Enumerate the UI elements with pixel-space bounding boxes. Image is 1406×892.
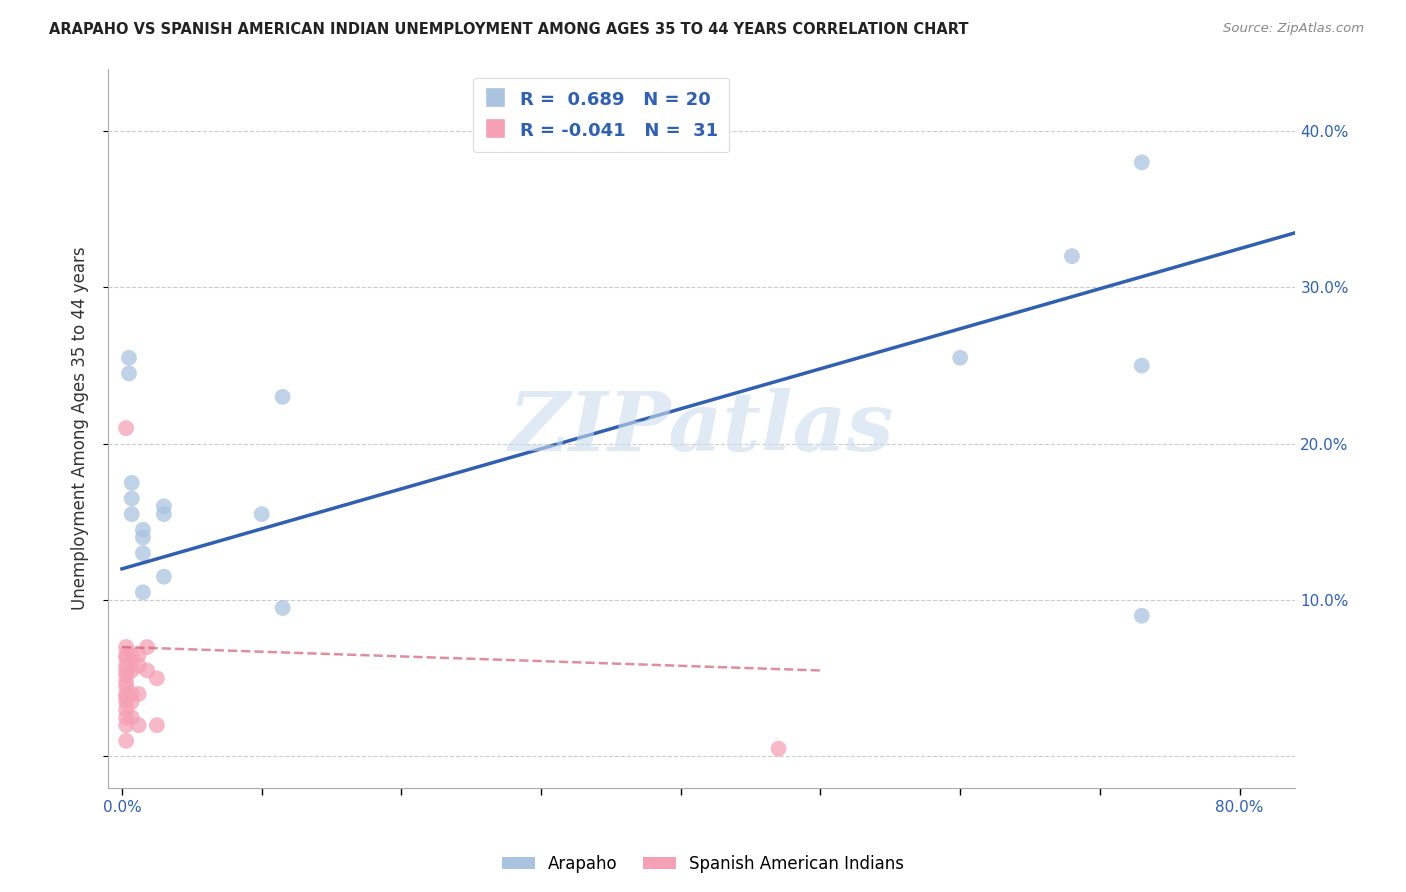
Point (121, 710, 143, 724)
Point (1130, 359, 1153, 373)
Point (115, 421, 138, 435)
Point (136, 640, 159, 654)
Point (115, 702, 138, 716)
Point (128, 718, 150, 732)
Point (1130, 608, 1153, 623)
Point (115, 658, 138, 673)
Point (1060, 249, 1083, 263)
Point (271, 601, 294, 615)
Point (115, 668, 138, 682)
Point (1130, 155, 1153, 169)
Point (128, 687, 150, 701)
Point (132, 531, 155, 545)
Point (153, 507, 176, 521)
Point (115, 710, 138, 724)
Point (115, 687, 138, 701)
Text: Source: ZipAtlas.com: Source: ZipAtlas.com (1223, 22, 1364, 36)
Point (115, 648, 138, 662)
Point (121, 507, 143, 521)
Point (949, 351, 972, 365)
Point (132, 585, 155, 599)
Point (128, 658, 150, 673)
Point (271, 390, 294, 404)
Legend: R =  0.689   N = 20, R = -0.041   N =  31: R = 0.689 N = 20, R = -0.041 N = 31 (474, 78, 730, 153)
Point (121, 695, 143, 709)
Point (115, 690, 138, 704)
Point (146, 671, 169, 685)
Point (121, 664, 143, 678)
Point (115, 695, 138, 709)
Text: ARAPAHO VS SPANISH AMERICAN INDIAN UNEMPLOYMENT AMONG AGES 35 TO 44 YEARS CORREL: ARAPAHO VS SPANISH AMERICAN INDIAN UNEMP… (49, 22, 969, 37)
Point (115, 679, 138, 693)
Point (250, 507, 273, 521)
Point (121, 491, 143, 506)
Point (115, 734, 138, 748)
Point (768, 741, 790, 756)
Point (115, 640, 138, 654)
Legend: Arapaho, Spanish American Indians: Arapaho, Spanish American Indians (495, 848, 911, 880)
Y-axis label: Unemployment Among Ages 35 to 44 years: Unemployment Among Ages 35 to 44 years (72, 246, 89, 610)
Text: ZIPatlas: ZIPatlas (509, 388, 894, 468)
Point (121, 475, 143, 490)
Point (132, 546, 155, 560)
Point (153, 569, 176, 583)
Point (121, 687, 143, 701)
Point (146, 718, 169, 732)
Point (121, 656, 143, 670)
Point (115, 674, 138, 689)
Point (118, 367, 141, 381)
Point (128, 648, 150, 662)
Point (115, 664, 138, 678)
Point (153, 500, 176, 514)
Point (132, 523, 155, 537)
Point (118, 351, 141, 365)
Point (136, 664, 159, 678)
Point (121, 648, 143, 662)
Point (115, 651, 138, 665)
Point (115, 718, 138, 732)
